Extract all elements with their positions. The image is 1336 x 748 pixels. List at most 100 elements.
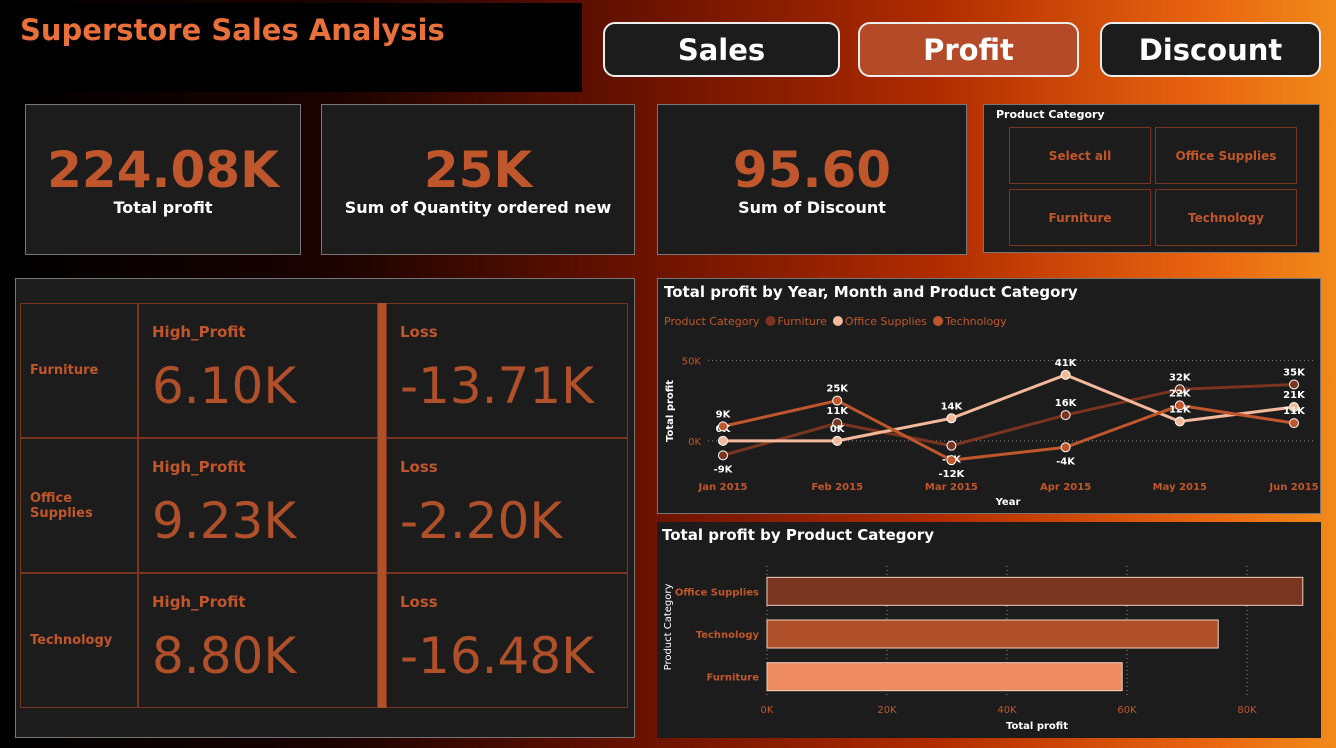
kpi-card: 95.60 Sum of Discount [657,104,967,255]
column-label: Loss [400,593,438,611]
data-point [1174,384,1185,395]
x-tick-label: 0K [761,705,774,716]
series-line [722,399,1295,462]
kpi-card: 224.08K Total profit [25,104,301,255]
data-point [946,455,957,466]
legend-swatch [933,316,944,326]
data-point [1060,369,1071,380]
x-axis-label: Year [995,497,1021,508]
nav-tab[interactable]: Profit [858,22,1079,77]
data-label: -4K [1056,456,1076,467]
slicer-option[interactable]: Select all [1009,127,1151,184]
kpi-value: 25K [423,141,533,199]
x-tick-label: 20K [877,705,897,716]
data-point [1060,442,1071,453]
x-tick-label: Mar 2015 [925,482,978,493]
data-point [832,418,843,429]
data-label: 11K [826,406,849,417]
kpi-label: Sum of Discount [738,198,886,217]
cell [138,438,378,573]
x-tick-label: Jun 2015 [1268,482,1318,493]
series-line [723,373,1295,443]
metric-value: -2.20K [400,492,563,550]
y-tick-label: Technology [696,630,760,641]
data-label: 16K [1055,398,1078,409]
y-axis-label: Total profit [665,380,676,442]
metric-value: -13.71K [400,357,594,415]
data-point [718,450,728,461]
cell [138,303,378,438]
y-tick-label: Office Supplies [675,587,759,598]
chart-title: Total profit by Product Category [662,526,934,544]
page-title: Superstore Sales Analysis [20,13,445,47]
bar [766,662,1123,692]
column-label: High_Profit [152,323,246,341]
kpi-label: Total profit [113,198,213,217]
metric-value: -16.48K [400,627,594,685]
x-tick-label: 80K [1237,705,1257,716]
chart-title: Total profit by Year, Month and Product … [664,283,1078,301]
data-label: 0K [830,424,846,435]
header: Superstore Sales Analysis [15,3,582,92]
bar-chart: Total profit by Product Category 0K 20K 40K… [657,522,1321,738]
y-tick-label: Furniture [706,673,759,684]
kpi-value: 95.60 [732,141,892,199]
legend-label: Furniture [778,315,828,328]
cell [138,573,378,708]
data-label: 35K [1283,367,1306,378]
data-label: 21K [1283,390,1306,401]
data-point [1060,410,1071,421]
x-axis-label: Total profit [1006,721,1068,732]
nav-tab[interactable]: Discount [1100,22,1321,77]
data-point [832,435,843,446]
slicer-option[interactable]: Technology [1155,189,1297,246]
x-tick-label: Feb 2015 [811,482,863,493]
slicer-title: Product Category [996,108,1105,121]
data-label: 14K [941,401,964,412]
data-label: -9K [714,464,734,475]
row-header: Furniture [20,303,138,438]
bar [766,576,1304,606]
legend-swatch [832,316,843,326]
column-label: Loss [400,458,438,476]
cell [386,303,628,438]
x-tick-label: 60K [1117,705,1137,716]
column-label: High_Profit [152,458,246,476]
data-label: 11K [1283,406,1306,417]
divider [378,303,386,708]
kpi-value: 224.08K [47,141,279,199]
row-header: Technology [20,573,138,708]
data-label: 41K [1055,358,1078,369]
legend-label: Technology [944,315,1007,328]
kpi-card: 25K Sum of Quantity ordered new [321,104,635,255]
slicer-panel [983,104,1320,253]
data-point [946,413,957,424]
slicer-option[interactable]: Office Supplies [1155,127,1297,184]
x-tick-label: 40K [997,705,1017,716]
y-tick-label: 0K [688,437,701,448]
line-chart: Total profit by Year, Month and Product … [657,278,1321,514]
data-point [832,395,843,406]
data-point [718,421,728,432]
x-tick-label: May 2015 [1153,482,1207,493]
nav-tab[interactable]: Sales [603,22,840,77]
data-point [1289,402,1299,413]
metric-value: 6.10K [152,357,297,415]
x-tick-label: Apr 2015 [1040,482,1091,493]
column-label: High_Profit [152,593,246,611]
data-label: 32K [1169,372,1192,383]
data-point [1289,418,1299,429]
bar [766,619,1219,649]
metric-value: 8.80K [152,627,297,685]
row-header: Office Supplies [20,438,138,573]
data-point [718,435,728,446]
cell [386,573,628,708]
data-point [1174,400,1185,411]
cell [386,438,628,573]
data-point [946,440,957,451]
y-axis-label: Product Category [663,584,674,671]
data-label: -12K [938,469,965,480]
legend-swatch [765,316,776,326]
slicer-option[interactable]: Furniture [1009,189,1151,246]
